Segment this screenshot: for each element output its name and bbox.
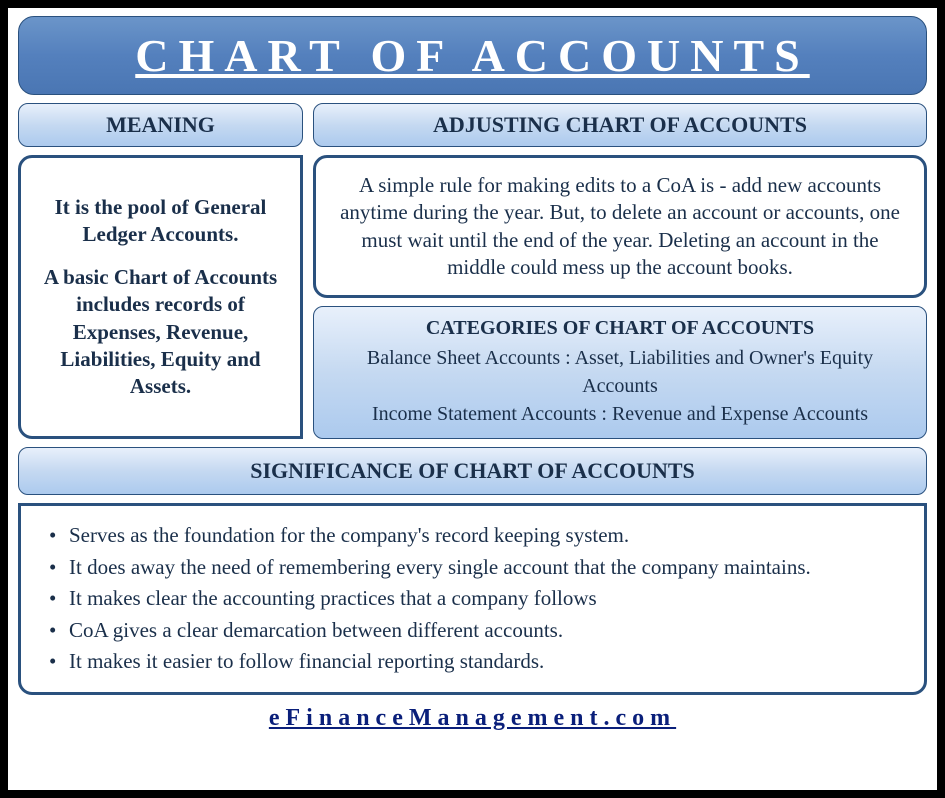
- significance-list: Serves as the foundation for the company…: [45, 520, 900, 678]
- categories-line1: Balance Sheet Accounts : Asset, Liabilit…: [328, 344, 912, 400]
- significance-item: It makes it easier to follow financial r…: [45, 646, 900, 678]
- categories-header: CATEGORIES OF CHART OF ACCOUNTS: [328, 317, 912, 340]
- significance-box: Serves as the foundation for the company…: [18, 503, 927, 695]
- page-container: CHART OF ACCOUNTS MEANING It is the pool…: [8, 8, 937, 790]
- meaning-box: It is the pool of General Ledger Account…: [18, 155, 303, 439]
- main-title: CHART OF ACCOUNTS: [39, 29, 906, 82]
- categories-line2: Income Statement Accounts : Revenue and …: [328, 400, 912, 428]
- significance-item: Serves as the foundation for the company…: [45, 520, 900, 552]
- right-column: ADJUSTING CHART OF ACCOUNTS A simple rul…: [313, 103, 927, 439]
- columns-wrapper: MEANING It is the pool of General Ledger…: [18, 103, 927, 439]
- adjusting-body: A simple rule for making edits to a CoA …: [340, 173, 900, 279]
- significance-item: It does away the need of remembering eve…: [45, 552, 900, 584]
- adjusting-box: A simple rule for making edits to a CoA …: [313, 155, 927, 298]
- adjusting-header: ADJUSTING CHART OF ACCOUNTS: [313, 103, 927, 147]
- meaning-header: MEANING: [18, 103, 303, 147]
- significance-header: SIGNIFICANCE OF CHART OF ACCOUNTS: [18, 447, 927, 495]
- meaning-para1: It is the pool of General Ledger Account…: [39, 194, 282, 249]
- title-banner: CHART OF ACCOUNTS: [18, 16, 927, 95]
- significance-item: CoA gives a clear demarcation between di…: [45, 615, 900, 647]
- left-column: MEANING It is the pool of General Ledger…: [18, 103, 303, 439]
- footer-link[interactable]: eFinanceManagement.com: [18, 703, 927, 732]
- meaning-para2: A basic Chart of Accounts includes recor…: [39, 264, 282, 400]
- significance-item: It makes clear the accounting practices …: [45, 583, 900, 615]
- categories-box: CATEGORIES OF CHART OF ACCOUNTS Balance …: [313, 306, 927, 439]
